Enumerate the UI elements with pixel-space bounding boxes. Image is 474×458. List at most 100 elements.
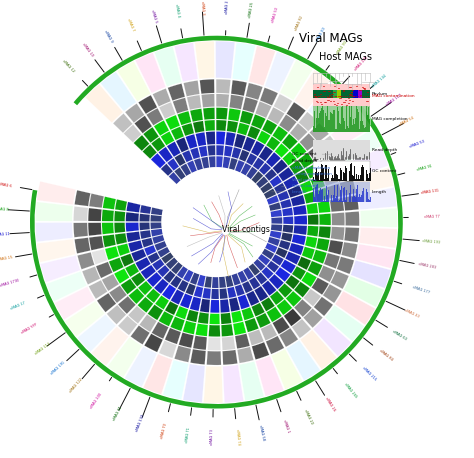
Wedge shape: [273, 94, 292, 113]
Wedge shape: [266, 195, 279, 205]
Wedge shape: [243, 137, 255, 152]
Wedge shape: [186, 310, 199, 322]
Text: vMAG 1: vMAG 1: [282, 419, 290, 433]
Bar: [315, 187, 316, 202]
Wedge shape: [259, 163, 271, 175]
Wedge shape: [127, 231, 140, 242]
Wedge shape: [302, 246, 315, 259]
Wedge shape: [252, 342, 269, 360]
Wedge shape: [249, 46, 275, 86]
Bar: [363, 191, 364, 202]
Wedge shape: [155, 241, 167, 251]
Bar: [330, 196, 331, 202]
Wedge shape: [246, 167, 258, 179]
Bar: [350, 106, 351, 117]
Wedge shape: [183, 270, 193, 282]
Bar: [364, 106, 365, 128]
Bar: [361, 195, 362, 202]
Wedge shape: [152, 235, 164, 244]
Bar: [363, 164, 364, 180]
Wedge shape: [182, 321, 196, 334]
Wedge shape: [89, 193, 104, 208]
Wedge shape: [227, 287, 237, 298]
Wedge shape: [279, 240, 291, 250]
Wedge shape: [251, 303, 265, 316]
Bar: [369, 106, 370, 119]
Wedge shape: [237, 123, 249, 136]
Text: vMAG 54: vMAG 54: [399, 116, 415, 127]
Text: vMAG 83: vMAG 83: [316, 26, 327, 42]
Wedge shape: [185, 284, 196, 295]
Wedge shape: [150, 215, 162, 222]
Bar: [357, 179, 358, 180]
Bar: [349, 90, 354, 98]
Bar: [341, 186, 342, 202]
Wedge shape: [240, 111, 254, 125]
Wedge shape: [292, 234, 306, 245]
Wedge shape: [266, 136, 280, 151]
Text: vMAG 3: vMAG 3: [200, 0, 205, 14]
Wedge shape: [73, 207, 88, 221]
Bar: [368, 106, 369, 107]
Bar: [337, 185, 338, 202]
Wedge shape: [209, 156, 216, 168]
Wedge shape: [283, 216, 293, 224]
Wedge shape: [255, 356, 283, 396]
Bar: [334, 106, 335, 110]
Wedge shape: [243, 267, 254, 280]
Bar: [343, 188, 344, 202]
Text: vMAG 10: vMAG 10: [81, 42, 94, 57]
Wedge shape: [190, 109, 203, 122]
Bar: [360, 106, 361, 121]
Wedge shape: [305, 164, 320, 179]
Bar: [325, 106, 326, 113]
Wedge shape: [204, 366, 223, 403]
Wedge shape: [267, 107, 284, 125]
Bar: [362, 106, 363, 121]
Bar: [346, 106, 347, 125]
Wedge shape: [46, 272, 87, 301]
Wedge shape: [191, 349, 206, 365]
Wedge shape: [285, 275, 300, 289]
Text: Read depth: Read depth: [292, 159, 322, 163]
Wedge shape: [193, 121, 204, 133]
Wedge shape: [88, 208, 101, 221]
Text: vMAG YFP: vMAG YFP: [20, 322, 38, 334]
Wedge shape: [241, 163, 251, 175]
Wedge shape: [151, 137, 165, 152]
Wedge shape: [159, 102, 175, 119]
Wedge shape: [292, 319, 311, 338]
Bar: [351, 163, 352, 180]
Wedge shape: [194, 158, 203, 170]
Bar: [333, 195, 334, 202]
Wedge shape: [327, 184, 342, 199]
Wedge shape: [359, 228, 397, 248]
Wedge shape: [181, 164, 191, 176]
Text: vMAG 191: vMAG 191: [50, 361, 66, 376]
Bar: [357, 106, 358, 109]
Wedge shape: [219, 277, 226, 288]
Bar: [356, 106, 357, 109]
Wedge shape: [340, 130, 381, 162]
Wedge shape: [36, 202, 73, 221]
Wedge shape: [294, 282, 310, 297]
Bar: [367, 106, 368, 114]
Wedge shape: [341, 242, 357, 258]
Wedge shape: [334, 164, 352, 181]
Wedge shape: [330, 198, 344, 212]
Text: vMAG 265: vMAG 265: [344, 382, 358, 399]
Wedge shape: [284, 309, 301, 326]
Text: vMAG 53: vMAG 53: [409, 140, 425, 149]
Wedge shape: [127, 202, 140, 213]
Wedge shape: [248, 263, 260, 276]
Wedge shape: [247, 126, 260, 139]
Wedge shape: [185, 134, 198, 149]
Bar: [323, 106, 324, 110]
Bar: [366, 106, 367, 109]
Bar: [313, 106, 314, 126]
Wedge shape: [201, 94, 215, 108]
Bar: [369, 200, 370, 202]
Wedge shape: [319, 266, 335, 282]
Wedge shape: [246, 291, 259, 306]
Wedge shape: [190, 147, 200, 159]
